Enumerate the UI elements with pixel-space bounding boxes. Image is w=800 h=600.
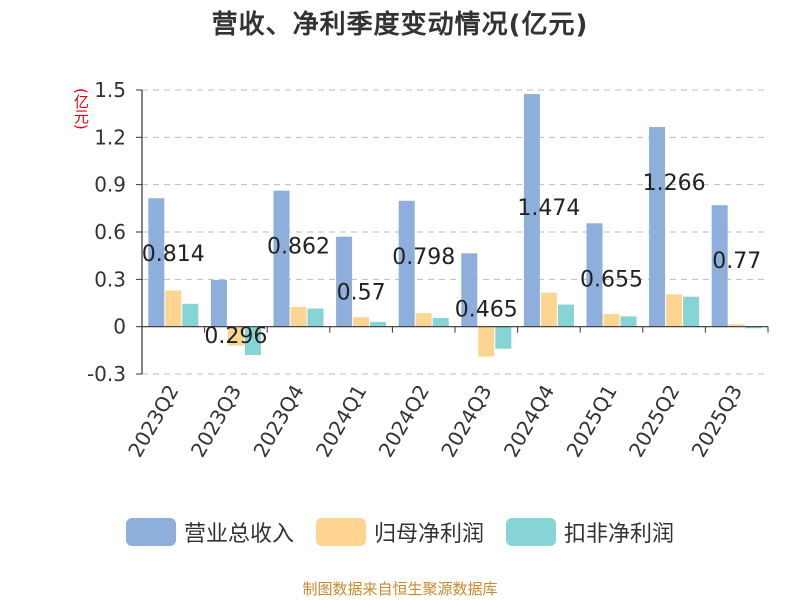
bar-revenue	[711, 205, 728, 327]
y-tick-label: -0.3	[87, 362, 126, 386]
bar-net-profit	[603, 314, 620, 327]
data-label: 0.465	[455, 297, 518, 322]
bar-deducted-profit	[557, 304, 574, 327]
bar-revenue	[649, 126, 666, 327]
bar-deducted-profit	[244, 326, 261, 356]
bar-net-profit	[415, 313, 432, 327]
legend-swatch-net-profit	[315, 518, 366, 546]
legend-swatch-revenue	[125, 518, 176, 546]
y-tick-label: 1.5	[94, 78, 126, 102]
bar-revenue	[210, 279, 227, 327]
bar-deducted-profit	[620, 316, 637, 327]
data-label: 0.655	[580, 267, 643, 292]
bar-net-profit	[353, 317, 370, 327]
bar-net-profit	[227, 326, 244, 346]
legend-label-deducted-profit: 扣非净利润	[564, 522, 675, 547]
data-label: 0.814	[142, 242, 205, 267]
data-label: 0.296	[204, 324, 267, 349]
legend-item-revenue[interactable]: 营业总收入	[125, 516, 294, 548]
bar-revenue	[523, 94, 540, 327]
bar-marks	[148, 94, 762, 357]
data-labels: 0.814 0.296 0.862 0.570.798 0.465 1.474 0.655 1…	[142, 171, 761, 349]
data-label: 1.266	[643, 171, 706, 196]
bar-revenue	[273, 190, 290, 327]
x-tick-label: 2023Q3	[186, 381, 246, 462]
x-tick-label: 2024Q3	[436, 381, 496, 462]
legend-item-net-profit[interactable]: 归母净利润	[315, 516, 484, 548]
bar-deducted-profit	[495, 326, 512, 349]
data-label: 1.474	[517, 196, 580, 221]
bar-deducted-profit	[370, 321, 387, 327]
legend-label-revenue: 营业总收入	[183, 522, 294, 547]
x-tick-label: 2023Q4	[248, 381, 308, 462]
legend-label-net-profit: 归母净利润	[373, 522, 484, 547]
y-tick-label: 0	[113, 315, 126, 339]
x-tick-label: 2025Q2	[624, 381, 684, 462]
bar-deducted-profit	[745, 326, 762, 329]
y-tick-label: 0.9	[94, 173, 126, 197]
bar-deducted-profit	[683, 296, 700, 327]
bar-revenue	[336, 236, 353, 327]
x-tick-label: 2025Q3	[687, 381, 747, 462]
bar-net-profit	[165, 290, 182, 327]
bar-net-profit	[290, 306, 307, 327]
legend[interactable]: 营业总收入 归母净利润 扣非净利润	[0, 516, 800, 548]
legend-item-deducted-profit[interactable]: 扣非净利润	[506, 516, 674, 548]
y-tick-label: 1.2	[94, 125, 126, 149]
data-label: 0.798	[392, 245, 455, 270]
bar-revenue	[398, 200, 415, 327]
x-tick-label: 2024Q1	[311, 381, 371, 462]
y-tick-label: 0.6	[94, 220, 126, 244]
x-tick-label: 2024Q2	[374, 381, 434, 462]
data-label: 0.77	[712, 249, 761, 274]
chart-title: 营收、净利季度变动情况(亿元)	[211, 10, 589, 40]
bar-net-profit	[728, 324, 745, 327]
x-tick-label: 2025Q1	[561, 381, 621, 462]
source-note: 制图数据来自恒生聚源数据库	[302, 580, 498, 598]
bar-revenue	[148, 198, 165, 327]
legend-swatch-deducted-profit	[506, 518, 556, 546]
y-tick-label: 0.3	[94, 267, 126, 291]
bar-deducted-profit	[432, 317, 449, 327]
bar-net-profit	[478, 326, 495, 357]
data-label: 0.862	[267, 235, 330, 260]
bar-revenue	[461, 253, 478, 327]
data-label: 0.57	[337, 281, 386, 306]
bar-deducted-profit	[307, 308, 324, 327]
bar-net-profit	[666, 294, 683, 327]
y-axis-unit-label: (亿元)	[72, 88, 90, 130]
bar-net-profit	[540, 292, 557, 327]
x-tick-label: 2023Q2	[123, 381, 183, 462]
x-tick-label: 2024Q4	[499, 381, 559, 462]
bar-revenue	[586, 223, 603, 327]
bar-deducted-profit	[182, 303, 199, 327]
